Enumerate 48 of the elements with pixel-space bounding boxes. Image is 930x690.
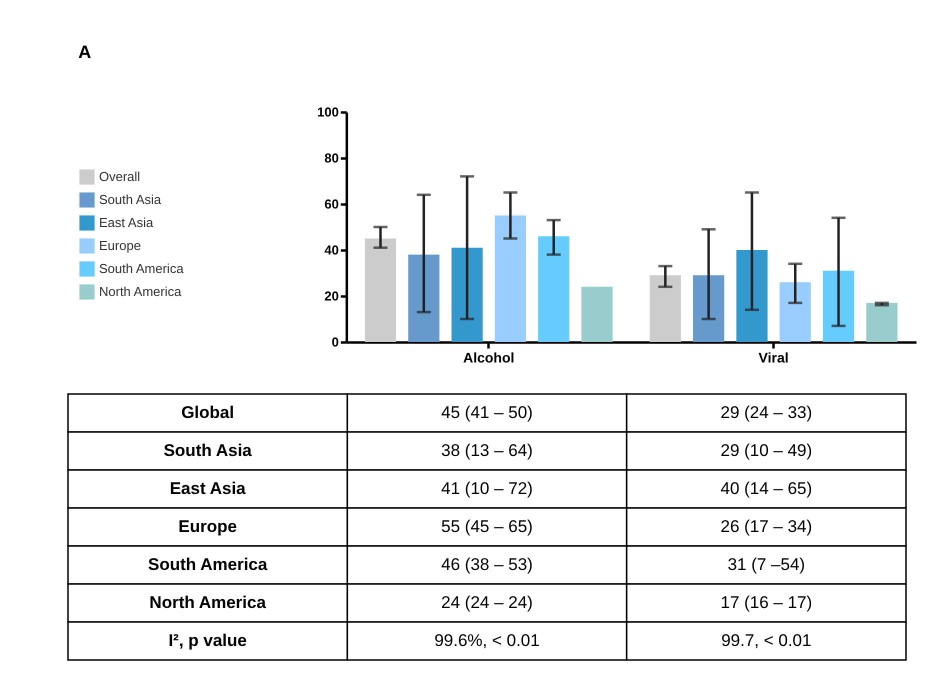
legend-label: Europe — [99, 238, 141, 253]
y-tick-label: 60 — [324, 196, 339, 212]
y-tick-label: 0 — [332, 334, 339, 350]
text: Europe — [178, 517, 237, 536]
data-label: 40 (14 – 65) — [720, 479, 812, 498]
data-label: 46 (38 – 53) — [441, 555, 533, 574]
data-label: 29 (10 – 49) — [720, 441, 812, 460]
bar — [408, 254, 440, 342]
text: South Asia — [164, 441, 252, 460]
y-tick-label: 80 — [324, 150, 339, 166]
data-label: 31 (7 –54) — [728, 555, 806, 574]
data-label: 45 (41 – 50) — [441, 403, 533, 422]
data-label: 38 (13 – 64) — [441, 441, 533, 460]
bar — [494, 216, 526, 342]
bar — [780, 282, 811, 342]
bar — [866, 302, 898, 342]
text: North America — [149, 593, 266, 612]
bar — [693, 275, 724, 342]
bar — [452, 248, 483, 342]
legend-label: South America — [99, 261, 184, 276]
data-label: 17 (16 – 17) — [720, 593, 812, 612]
text: South America — [148, 555, 268, 574]
y-tick-label: 40 — [324, 242, 339, 258]
text: East Asia — [170, 479, 246, 498]
text: I², p value — [168, 631, 247, 650]
text: 99.7, < 0.01 — [721, 631, 812, 650]
bar — [736, 250, 768, 342]
data-label: 24 (24 – 24) — [441, 593, 533, 612]
legend-label: North America — [99, 284, 182, 299]
bar — [581, 286, 613, 342]
legend-label: Overall — [99, 169, 140, 184]
text: 99.6%, < 0.01 — [434, 631, 540, 650]
bar — [822, 270, 854, 342]
y-tick-label: 20 — [324, 288, 339, 304]
bar — [538, 236, 570, 342]
legend-label: East Asia — [99, 215, 154, 230]
legend-label: South Asia — [99, 192, 162, 207]
data-label: 41 (10 – 72) — [441, 479, 533, 498]
data-label: 26 (17 – 34) — [720, 517, 812, 536]
bar — [650, 275, 681, 342]
x-tick-label: Viral — [758, 350, 789, 366]
data-label: 55 (45 – 65) — [441, 517, 533, 536]
x-tick-label: Alcohol — [463, 350, 514, 366]
data-label: 29 (24 – 33) — [720, 403, 812, 422]
text: Global — [181, 403, 234, 422]
y-tick-label: 100 — [317, 104, 339, 120]
bar — [364, 238, 396, 342]
text: A — [78, 42, 92, 62]
